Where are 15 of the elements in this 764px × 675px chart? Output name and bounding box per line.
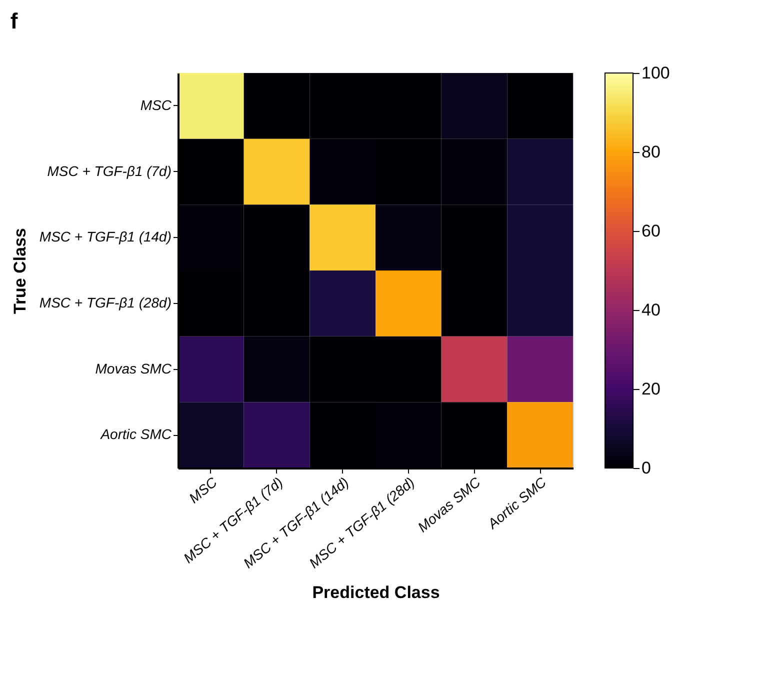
y-axis-title: True Class — [10, 228, 30, 314]
y-tick-label: MSC + TGF-β1 (28d) — [39, 294, 172, 310]
color-bar-label: 60 — [642, 222, 660, 240]
y-tick-label: MSC + TGF-β1 (14d) — [39, 228, 172, 245]
color-bar-label: 40 — [642, 300, 660, 320]
y-tick-label: Movas SMC — [95, 360, 172, 376]
x-axis-title: Predicted Class — [312, 583, 440, 602]
y-tick-label: MSC + TGF-β1 (7d) — [47, 162, 172, 179]
y-tick-label: MSC — [140, 96, 172, 113]
color-bar-label: 80 — [642, 142, 660, 162]
chart-title: f — [10, 8, 18, 34]
color-bar-label: 0 — [642, 458, 651, 478]
color-bar-label: 20 — [642, 380, 660, 398]
y-tick-label: Aortic SMC — [100, 426, 172, 442]
color-bar-label: 100 — [642, 64, 670, 82]
